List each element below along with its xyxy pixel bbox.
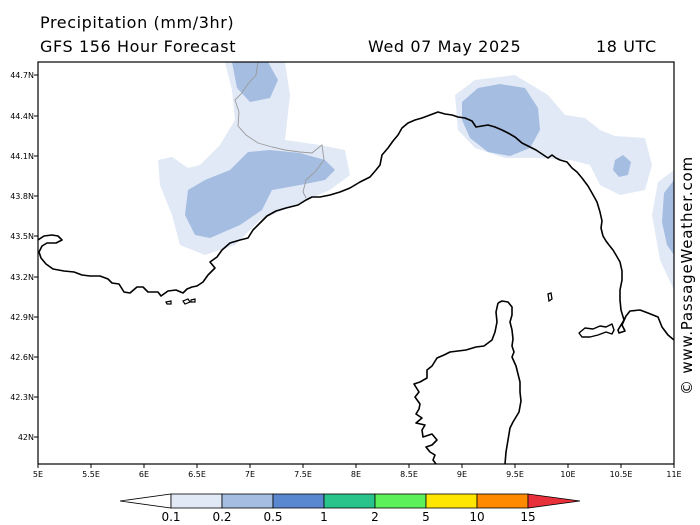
forecast-model: GFS 156 Hour Forecast xyxy=(40,37,237,56)
lat-label: 43.8N xyxy=(10,192,34,201)
lat-label: 42.6N xyxy=(10,353,34,362)
precip-legend: 0.1 0.2 0.5 1 2 5 10 15 xyxy=(119,493,581,524)
country-border xyxy=(234,62,325,199)
hyeres-island xyxy=(190,298,196,303)
lon-label: 7E xyxy=(245,470,255,479)
lon-label: 6.5E xyxy=(188,470,206,479)
forecast-date: Wed 07 May 2025 xyxy=(368,37,522,56)
longitude-axis: 5E 5.5E 6E 6.5E 7E 7.5E 8E 8.5E 9E 9.5E 10E 10.5E 11… xyxy=(33,464,682,479)
legend-label: 10 xyxy=(469,510,484,524)
latitude-axis: 44.7N 44.4N 44.1N 43.8N 43.5N 43.2N 42.9N 42.6N… xyxy=(10,71,38,442)
lon-label: 5E xyxy=(33,470,43,479)
legend-swatch xyxy=(527,493,581,509)
corsica-coastline-west xyxy=(413,302,499,464)
capraia-island xyxy=(547,292,553,303)
legend-swatch xyxy=(221,493,274,509)
lat-label: 42.9N xyxy=(10,313,34,322)
precip-medium-areas xyxy=(185,62,674,255)
lat-label: 42N xyxy=(18,433,34,442)
lat-label: 43.2N xyxy=(10,273,34,282)
credit-text: © www.PassageWeather.com xyxy=(678,156,696,395)
legend-label: 5 xyxy=(422,510,430,524)
legend-swatch xyxy=(323,493,376,509)
legend-label: 1 xyxy=(320,510,328,524)
legend-swatch xyxy=(476,493,529,509)
legend-label: 0.5 xyxy=(263,510,282,524)
lon-label: 9.5E xyxy=(506,470,524,479)
lat-label: 42.3N xyxy=(10,393,34,402)
legend-label: 0.1 xyxy=(161,510,180,524)
lon-label: 10E xyxy=(560,470,575,479)
legend-label: 0.2 xyxy=(212,510,231,524)
legend-swatch xyxy=(425,493,478,509)
lon-label: 9E xyxy=(457,470,467,479)
lon-label: 8.5E xyxy=(400,470,418,479)
precip-fields xyxy=(38,62,674,464)
lon-label: 7.5E xyxy=(294,470,312,479)
lat-label: 44.7N xyxy=(10,71,34,80)
lat-label: 43.5N xyxy=(10,232,34,241)
elba-island xyxy=(578,323,615,338)
forecast-time: 18 UTC xyxy=(596,37,657,56)
lon-label: 5.5E xyxy=(82,470,100,479)
lon-label: 6E xyxy=(139,470,149,479)
lat-label: 44.1N xyxy=(10,152,34,161)
hyeres-island xyxy=(165,300,172,305)
legend-swatch xyxy=(119,493,172,509)
legend-swatch xyxy=(272,493,325,509)
legend-swatch xyxy=(170,493,223,509)
lon-label: 8E xyxy=(351,470,361,479)
legend-swatch xyxy=(374,493,427,509)
corsica-coastline-east xyxy=(497,300,522,464)
lon-label: 10.5E xyxy=(610,470,633,479)
lat-label: 44.4N xyxy=(10,112,34,121)
mainland-coastline xyxy=(38,111,674,341)
chart-title: Precipitation (mm/3hr) xyxy=(40,13,235,32)
hyeres-island xyxy=(182,298,191,305)
lon-label: 11E xyxy=(666,470,681,479)
legend-label: 2 xyxy=(371,510,379,524)
legend-label: 15 xyxy=(520,510,535,524)
